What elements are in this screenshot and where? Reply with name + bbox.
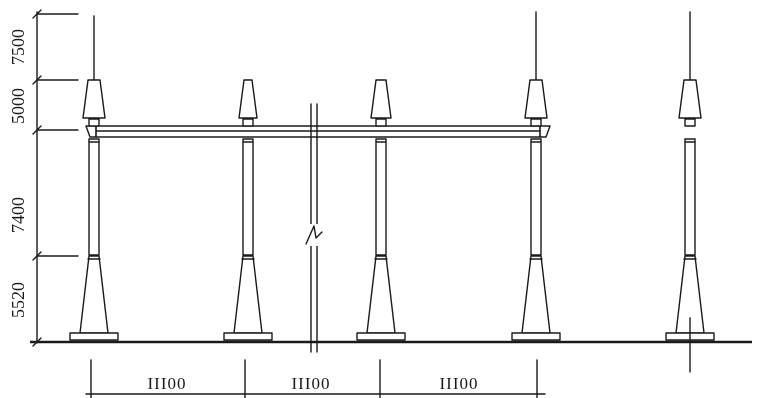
tower-4-cap	[524, 79, 548, 119]
crossbeam-right-bracket	[539, 125, 551, 138]
tower-4	[511, 11, 561, 341]
tower-4-shaft	[530, 138, 542, 256]
tower-3-footplate	[356, 332, 406, 341]
tower-3-shaft	[375, 138, 387, 256]
tower-5-cap	[678, 79, 702, 119]
dim-label-7500: 7500	[8, 29, 28, 65]
break-symbol-background	[304, 224, 324, 246]
vertical-dimension-chain: 7500 5000 7400 5520	[8, 9, 79, 347]
span-label-1: III00	[148, 374, 187, 393]
horizontal-dimension-chain: III00 III00 III00	[85, 359, 546, 398]
tower-1-footplate	[69, 332, 119, 341]
tower-3	[356, 79, 406, 341]
tower-3-base	[366, 255, 396, 334]
dim-label-5520: 5520	[8, 282, 28, 318]
tower-4-joint	[530, 118, 542, 127]
tower-2	[223, 79, 273, 341]
tower-2-footplate	[223, 332, 273, 341]
tower-1-shaft	[88, 138, 100, 256]
span-label-3: III00	[440, 374, 479, 393]
tower-2-cap	[238, 79, 258, 119]
crossbeam-left-bracket	[85, 125, 97, 138]
break-symbol	[305, 225, 323, 245]
break-line	[304, 103, 324, 353]
tower-1-cap	[82, 79, 106, 119]
tower-3-cap	[370, 79, 392, 119]
tower-2-base	[233, 255, 263, 334]
tower-group	[69, 11, 715, 341]
tower-1-joint	[88, 118, 100, 127]
tower-3-joint	[375, 118, 387, 127]
tower-5-shaft	[684, 138, 696, 256]
tower-2-joint	[242, 118, 254, 127]
crossbeam	[85, 125, 551, 138]
tower-5-joint	[684, 118, 696, 127]
tower-1-base	[79, 255, 109, 334]
tower-4-footplate	[511, 332, 561, 341]
span-label-2: III00	[292, 374, 331, 393]
tower-1	[69, 15, 119, 341]
tower-4-base	[521, 255, 551, 334]
dim-arrow-marks	[32, 9, 42, 347]
tower-2-shaft	[242, 138, 254, 256]
tower-5	[665, 11, 715, 341]
dim-label-7400: 7400	[8, 197, 28, 233]
dim-label-5000: 5000	[8, 88, 28, 124]
